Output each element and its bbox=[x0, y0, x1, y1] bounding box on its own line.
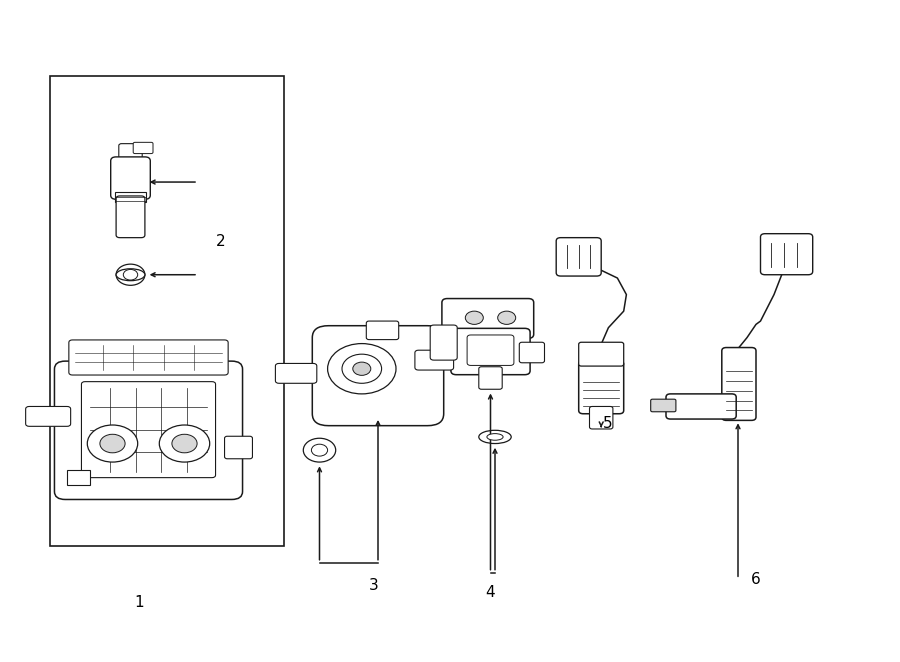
Bar bbox=[50, 76, 284, 546]
FancyBboxPatch shape bbox=[415, 350, 454, 370]
Circle shape bbox=[342, 354, 382, 383]
FancyBboxPatch shape bbox=[590, 406, 613, 429]
FancyBboxPatch shape bbox=[225, 436, 252, 459]
FancyBboxPatch shape bbox=[760, 234, 813, 275]
Circle shape bbox=[498, 311, 516, 324]
Circle shape bbox=[328, 344, 396, 394]
Circle shape bbox=[100, 434, 125, 453]
Bar bbox=[115, 192, 146, 202]
Circle shape bbox=[116, 264, 145, 285]
Circle shape bbox=[159, 425, 210, 462]
FancyBboxPatch shape bbox=[275, 363, 317, 383]
FancyBboxPatch shape bbox=[430, 325, 457, 360]
Text: 3: 3 bbox=[369, 579, 378, 593]
Circle shape bbox=[311, 444, 328, 456]
FancyBboxPatch shape bbox=[579, 342, 624, 366]
FancyBboxPatch shape bbox=[366, 321, 399, 340]
Circle shape bbox=[172, 434, 197, 453]
FancyBboxPatch shape bbox=[81, 381, 216, 478]
FancyBboxPatch shape bbox=[69, 340, 229, 375]
FancyBboxPatch shape bbox=[479, 367, 502, 389]
FancyBboxPatch shape bbox=[55, 361, 243, 500]
Circle shape bbox=[123, 269, 138, 280]
FancyBboxPatch shape bbox=[722, 348, 756, 420]
Text: 6: 6 bbox=[752, 572, 760, 587]
Text: 1: 1 bbox=[135, 595, 144, 610]
Ellipse shape bbox=[116, 269, 145, 281]
Text: 2: 2 bbox=[216, 234, 225, 249]
Text: 5: 5 bbox=[603, 416, 612, 431]
FancyBboxPatch shape bbox=[666, 394, 736, 419]
Bar bbox=[68, 470, 90, 485]
FancyBboxPatch shape bbox=[451, 328, 530, 375]
FancyBboxPatch shape bbox=[579, 361, 624, 414]
FancyBboxPatch shape bbox=[519, 342, 544, 363]
FancyBboxPatch shape bbox=[467, 335, 514, 365]
Circle shape bbox=[353, 362, 371, 375]
FancyBboxPatch shape bbox=[133, 142, 153, 154]
Circle shape bbox=[465, 311, 483, 324]
Circle shape bbox=[87, 425, 138, 462]
FancyBboxPatch shape bbox=[26, 406, 70, 426]
Ellipse shape bbox=[479, 430, 511, 444]
FancyBboxPatch shape bbox=[312, 326, 444, 426]
FancyBboxPatch shape bbox=[119, 144, 142, 164]
FancyBboxPatch shape bbox=[111, 157, 150, 199]
FancyBboxPatch shape bbox=[556, 238, 601, 276]
FancyBboxPatch shape bbox=[651, 399, 676, 412]
Ellipse shape bbox=[487, 434, 503, 440]
FancyBboxPatch shape bbox=[116, 196, 145, 238]
FancyBboxPatch shape bbox=[442, 299, 534, 338]
Text: 4: 4 bbox=[486, 585, 495, 600]
Circle shape bbox=[303, 438, 336, 462]
